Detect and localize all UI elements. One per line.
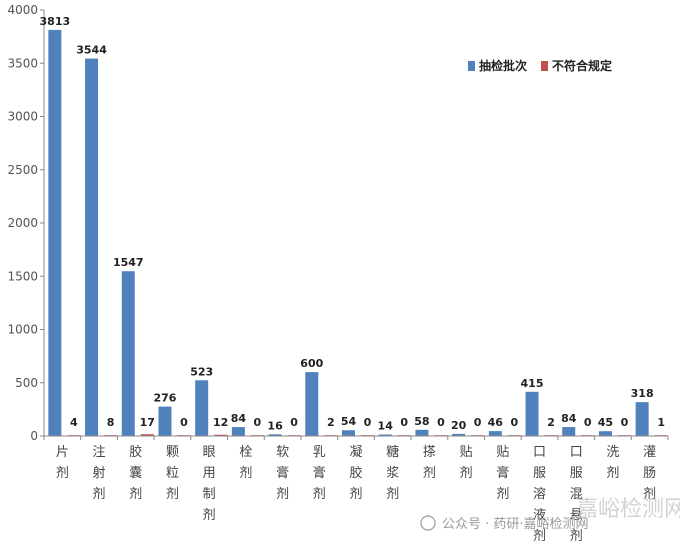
data-label-nonconforming: 0	[290, 416, 298, 429]
data-label-nonconforming: 0	[437, 416, 445, 429]
x-tick-label: 片剂	[56, 445, 69, 481]
data-label-nonconforming: 0	[621, 416, 629, 429]
wechat-icon	[421, 516, 435, 530]
x-tick-label: 贴剂	[460, 445, 473, 481]
bar-inspected-batches	[195, 380, 208, 436]
bar-inspected-batches	[305, 372, 318, 436]
data-label-inspected: 276	[153, 392, 176, 405]
data-label-nonconforming: 0	[510, 416, 518, 429]
x-tick-label: 搽剂	[423, 445, 436, 481]
x-tick-label: 胶囊剂	[129, 444, 142, 502]
x-tick-label: 洗剂	[606, 445, 619, 481]
data-label-nonconforming: 12	[213, 416, 228, 429]
data-label-inspected: 600	[300, 357, 323, 370]
x-tick-label: 栓剂	[239, 445, 252, 481]
x-tick-label: 凝胶剂	[349, 444, 362, 502]
x-tick-label: 灌肠剂	[643, 445, 656, 502]
data-label-inspected: 3544	[76, 44, 107, 57]
data-label-inspected: 1547	[113, 256, 144, 269]
data-label-nonconforming: 8	[107, 416, 115, 429]
bar-inspected-batches	[415, 430, 428, 436]
x-tick-label: 软膏剂	[276, 445, 289, 502]
data-label-nonconforming: 0	[474, 416, 482, 429]
y-tick-label: 4000	[7, 3, 38, 17]
data-label-inspected: 415	[521, 377, 544, 390]
data-label-inspected: 54	[341, 415, 357, 428]
bar-inspected-batches	[158, 407, 171, 436]
data-label-nonconforming: 1	[657, 416, 665, 429]
data-label-inspected: 84	[231, 412, 247, 425]
data-label-inspected: 318	[631, 387, 654, 400]
legend-label: 抽检批次	[479, 58, 527, 73]
bar-inspected-batches	[599, 431, 612, 436]
y-axis: 0 500 1000 1500 2000 2500 3000 3500 4000	[7, 3, 44, 443]
legend-swatch	[541, 61, 548, 71]
data-label-inspected: 20	[451, 419, 467, 432]
x-tick-label: 乳膏剂	[313, 445, 326, 502]
data-label-inspected: 45	[598, 416, 613, 429]
data-label-nonconforming: 2	[327, 416, 335, 429]
data-label-nonconforming: 0	[400, 416, 408, 429]
data-label-inspected: 523	[190, 365, 213, 378]
x-tick-label: 颗粒剂	[166, 445, 179, 502]
y-tick-label: 3000	[7, 110, 38, 124]
data-label-inspected: 3813	[40, 15, 71, 28]
y-tick-label: 2000	[7, 216, 38, 230]
data-label-inspected: 46	[488, 416, 504, 429]
bar-inspected-batches	[48, 30, 61, 436]
bars	[48, 30, 667, 436]
bar-inspected-batches	[526, 392, 539, 436]
bar-inspected-batches	[85, 59, 98, 436]
data-label-nonconforming: 4	[70, 416, 78, 429]
bar-inspected-batches	[122, 271, 135, 436]
y-tick-label: 0	[30, 429, 38, 443]
data-label-inspected: 16	[267, 419, 283, 432]
data-label-nonconforming: 0	[254, 416, 262, 429]
bar-inspected-batches	[342, 430, 355, 436]
y-tick-label: 3500	[7, 56, 38, 70]
bar-inspected-batches	[636, 402, 649, 436]
bar-inspected-batches	[232, 427, 245, 436]
data-label-inspected: 14	[378, 420, 394, 433]
x-tick-label: 眼用制剂	[203, 445, 216, 523]
x-tick-label: 注射剂	[93, 445, 106, 502]
y-tick-label: 1500	[7, 269, 38, 283]
x-tick-label: 糖浆剂	[386, 444, 399, 502]
legend: 抽检批次 不符合规定	[468, 58, 612, 73]
watermark-site: 嘉峪检测网	[576, 497, 680, 522]
data-label-nonconforming: 0	[364, 416, 372, 429]
y-tick-label: 500	[15, 376, 38, 390]
bar-inspected-batches	[562, 427, 575, 436]
legend-label: 不符合规定	[552, 58, 612, 73]
data-label-nonconforming: 0	[584, 416, 592, 429]
bar-inspected-batches	[489, 431, 502, 436]
data-label-inspected: 84	[561, 412, 577, 425]
data-label-nonconforming: 2	[547, 416, 555, 429]
data-label-nonconforming: 0	[180, 416, 188, 429]
data-label-inspected: 58	[414, 415, 429, 428]
y-tick-label: 2500	[7, 163, 38, 177]
y-tick-label: 1000	[7, 323, 38, 337]
watermark-account: 公众号 · 药研·嘉峪检测网	[442, 517, 589, 532]
x-tick-label: 贴膏剂	[496, 445, 509, 502]
data-label-nonconforming: 17	[140, 416, 155, 429]
legend-swatch	[468, 61, 475, 71]
watermark: 公众号 · 药研·嘉峪检测网 嘉峪检测网	[421, 497, 680, 532]
